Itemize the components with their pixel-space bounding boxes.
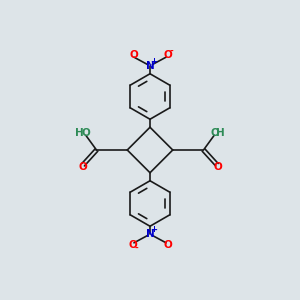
Text: H: H xyxy=(216,128,225,138)
Text: -: - xyxy=(169,47,173,56)
Text: +: + xyxy=(150,225,158,234)
Text: O: O xyxy=(78,162,87,172)
Text: O: O xyxy=(163,50,172,60)
Text: -: - xyxy=(134,244,138,253)
Text: O: O xyxy=(81,128,90,138)
Text: O: O xyxy=(213,162,222,172)
Text: H: H xyxy=(75,128,84,138)
Text: O: O xyxy=(128,240,137,250)
Text: +: + xyxy=(150,57,158,66)
Text: N: N xyxy=(146,61,154,71)
Text: O: O xyxy=(130,50,138,60)
Text: N: N xyxy=(146,229,154,239)
Text: O: O xyxy=(210,128,219,138)
Text: O: O xyxy=(163,240,172,250)
